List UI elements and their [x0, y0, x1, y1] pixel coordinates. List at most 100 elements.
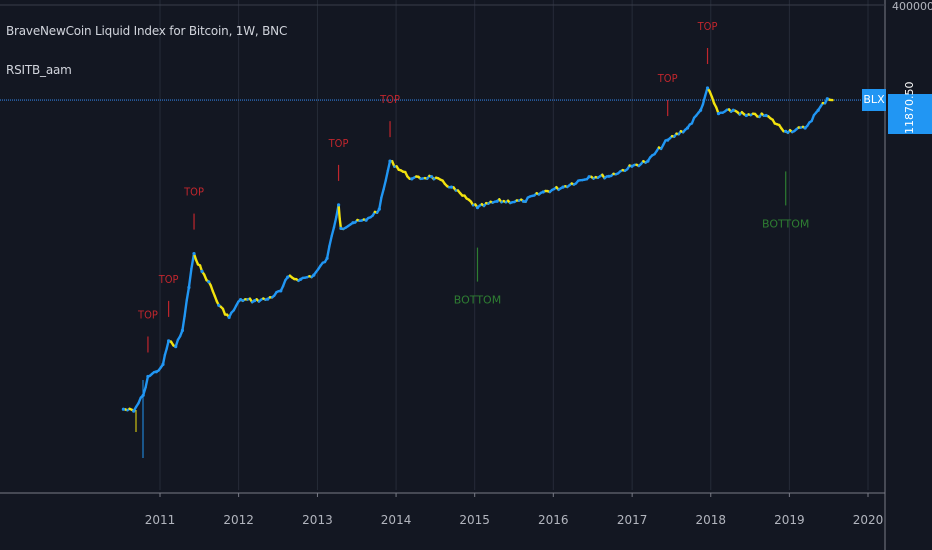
price-point	[351, 221, 355, 225]
x-tick-label: 2015	[459, 513, 490, 527]
price-point	[207, 280, 211, 284]
signal-label: TOP	[657, 72, 678, 85]
price-point	[699, 108, 703, 112]
price-point	[685, 126, 690, 130]
price-point	[630, 164, 634, 168]
price-point	[784, 129, 788, 133]
price-segment	[338, 217, 343, 230]
price-point	[239, 298, 243, 302]
signal-label: BOTTOM	[762, 217, 809, 230]
price-point	[541, 190, 545, 194]
top-annotation: TOP	[183, 186, 204, 230]
price-segment	[144, 375, 150, 389]
price-point	[227, 315, 231, 319]
symbol-tag: BLX	[862, 89, 886, 112]
price-point	[161, 362, 165, 366]
x-tick-label: 2014	[381, 513, 412, 527]
top-annotation: TOP	[137, 308, 158, 353]
signal-label: TOP	[158, 273, 179, 286]
price-point	[180, 328, 184, 333]
x-tick-label: 2018	[695, 513, 726, 527]
signal-label: TOP	[697, 20, 718, 33]
bottom-annotation: BOTTOM	[454, 247, 501, 307]
indicator-label[interactable]: RSITB_aam	[6, 63, 72, 77]
x-tick-label: 2016	[538, 513, 569, 527]
price-point	[377, 207, 381, 211]
price-segment	[380, 188, 385, 199]
signal-label: BOTTOM	[454, 294, 501, 307]
price-segment	[378, 196, 383, 211]
top-annotation: TOP	[379, 93, 400, 138]
top-annotation: TOP	[328, 137, 348, 181]
x-tick-label: 2019	[774, 513, 805, 527]
price-point	[744, 113, 748, 118]
x-tick-label: 2020	[853, 513, 884, 527]
last-price-tag: 11870.50	[888, 82, 932, 135]
price-segment	[181, 314, 186, 332]
price-segment	[337, 203, 341, 220]
price-segment	[183, 299, 188, 318]
price-point	[646, 159, 650, 163]
x-tick-label: 2017	[617, 513, 648, 527]
price-segment	[386, 159, 392, 172]
price-segment	[701, 94, 707, 106]
price-point	[132, 409, 136, 413]
bottom-annotation: BOTTOM	[762, 171, 809, 230]
x-tick-label: 2012	[223, 513, 254, 527]
price-point	[716, 112, 721, 116]
price-point	[430, 175, 434, 179]
signal-label: TOP	[379, 93, 400, 106]
price-point	[266, 297, 270, 301]
price-segment	[384, 169, 390, 182]
top-annotation: TOP	[657, 72, 678, 117]
price-point	[337, 203, 341, 207]
price-point	[561, 185, 565, 189]
price-point	[312, 273, 316, 277]
price-point	[121, 407, 125, 411]
price-point	[495, 199, 499, 203]
price-point	[253, 299, 257, 303]
signal-label: TOP	[183, 186, 204, 199]
price-point	[339, 226, 343, 230]
price-point	[299, 277, 303, 281]
price-segment	[161, 353, 167, 366]
top-annotation: TOP	[158, 273, 179, 317]
price-segment	[325, 244, 331, 260]
y-tick-label: 400000.00	[892, 0, 932, 13]
price-segment	[330, 226, 336, 238]
price-point	[803, 126, 807, 130]
price-point	[388, 159, 392, 163]
price-point	[146, 374, 150, 379]
price-segment	[328, 234, 333, 248]
chart-title: BraveNewCoin Liquid Index for Bitcoin, 1…	[6, 24, 288, 38]
price-point	[364, 218, 368, 222]
price-point	[816, 108, 820, 112]
price-point	[192, 252, 196, 256]
price-segment	[187, 267, 193, 289]
price-point	[187, 285, 191, 290]
price-point	[410, 177, 414, 181]
price-point	[200, 269, 204, 273]
price-point	[174, 345, 178, 349]
price-point	[825, 97, 829, 101]
price-point	[449, 185, 453, 189]
price-point	[167, 339, 171, 343]
x-tick-label: 2011	[145, 513, 176, 527]
price-point	[217, 303, 221, 307]
price-point	[587, 175, 591, 179]
price-point	[521, 199, 526, 203]
price-segment	[332, 215, 338, 229]
x-tick-label: 2013	[302, 513, 333, 527]
price-point	[154, 370, 158, 374]
top-annotation: TOP	[697, 20, 718, 64]
signal-label: TOP	[137, 308, 158, 321]
price-point	[475, 206, 480, 210]
price-point	[764, 113, 768, 118]
price-point	[705, 86, 710, 90]
price-point	[325, 256, 329, 260]
price-point	[279, 289, 283, 293]
price-point	[286, 275, 290, 279]
price-point	[731, 108, 735, 112]
price-segment	[185, 286, 191, 302]
